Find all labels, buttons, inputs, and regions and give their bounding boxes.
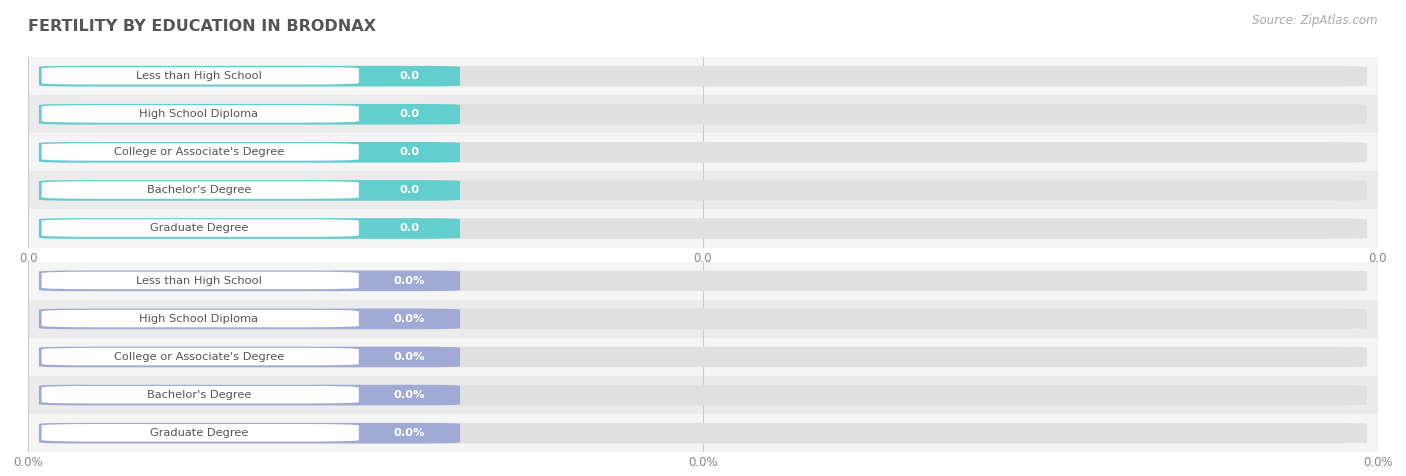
Bar — [28, 57, 1378, 95]
FancyBboxPatch shape — [39, 66, 460, 87]
Bar — [28, 209, 1378, 248]
FancyBboxPatch shape — [42, 181, 359, 199]
Text: High School Diploma: High School Diploma — [139, 109, 259, 119]
FancyBboxPatch shape — [39, 104, 1367, 125]
FancyBboxPatch shape — [39, 347, 1367, 367]
Text: 0.0%: 0.0% — [394, 428, 425, 438]
Bar — [28, 338, 1378, 376]
FancyBboxPatch shape — [42, 348, 359, 366]
Text: Bachelor's Degree: Bachelor's Degree — [146, 390, 252, 400]
Text: Source: ZipAtlas.com: Source: ZipAtlas.com — [1253, 14, 1378, 27]
FancyBboxPatch shape — [42, 105, 359, 123]
Bar — [28, 133, 1378, 171]
Text: FERTILITY BY EDUCATION IN BRODNAX: FERTILITY BY EDUCATION IN BRODNAX — [28, 19, 377, 34]
Text: Bachelor's Degree: Bachelor's Degree — [146, 185, 252, 196]
FancyBboxPatch shape — [42, 219, 359, 237]
Text: College or Associate's Degree: College or Associate's Degree — [114, 352, 284, 362]
Bar — [28, 95, 1378, 133]
FancyBboxPatch shape — [42, 143, 359, 161]
Bar — [28, 376, 1378, 414]
FancyBboxPatch shape — [39, 180, 1367, 201]
Text: 0.0%: 0.0% — [394, 352, 425, 362]
Bar — [28, 171, 1378, 209]
Text: 0.0%: 0.0% — [394, 314, 425, 324]
FancyBboxPatch shape — [39, 308, 1367, 329]
FancyBboxPatch shape — [39, 347, 460, 367]
FancyBboxPatch shape — [42, 67, 359, 85]
Text: 0.0%: 0.0% — [394, 390, 425, 400]
FancyBboxPatch shape — [39, 218, 1367, 239]
FancyBboxPatch shape — [39, 385, 460, 406]
FancyBboxPatch shape — [42, 272, 359, 289]
Bar — [28, 262, 1378, 300]
Text: 0.0: 0.0 — [399, 223, 419, 234]
Text: 0.0: 0.0 — [399, 109, 419, 119]
Text: 0.0: 0.0 — [399, 147, 419, 158]
FancyBboxPatch shape — [39, 66, 1367, 87]
Text: Less than High School: Less than High School — [136, 71, 262, 81]
Text: Graduate Degree: Graduate Degree — [149, 223, 247, 234]
FancyBboxPatch shape — [39, 423, 1367, 444]
Bar — [28, 414, 1378, 452]
FancyBboxPatch shape — [39, 104, 460, 125]
FancyBboxPatch shape — [39, 385, 1367, 406]
Bar — [28, 300, 1378, 338]
Text: Less than High School: Less than High School — [136, 276, 262, 286]
FancyBboxPatch shape — [42, 310, 359, 327]
Text: High School Diploma: High School Diploma — [139, 314, 259, 324]
FancyBboxPatch shape — [39, 270, 460, 291]
FancyBboxPatch shape — [42, 424, 359, 442]
FancyBboxPatch shape — [39, 142, 460, 163]
FancyBboxPatch shape — [39, 218, 460, 239]
FancyBboxPatch shape — [39, 180, 460, 201]
FancyBboxPatch shape — [39, 423, 460, 444]
Text: College or Associate's Degree: College or Associate's Degree — [114, 147, 284, 158]
FancyBboxPatch shape — [39, 142, 1367, 163]
Text: 0.0: 0.0 — [399, 185, 419, 196]
Text: 0.0%: 0.0% — [394, 276, 425, 286]
FancyBboxPatch shape — [42, 386, 359, 404]
Text: Graduate Degree: Graduate Degree — [149, 428, 247, 438]
FancyBboxPatch shape — [39, 270, 1367, 291]
FancyBboxPatch shape — [39, 308, 460, 329]
Text: 0.0: 0.0 — [399, 71, 419, 81]
